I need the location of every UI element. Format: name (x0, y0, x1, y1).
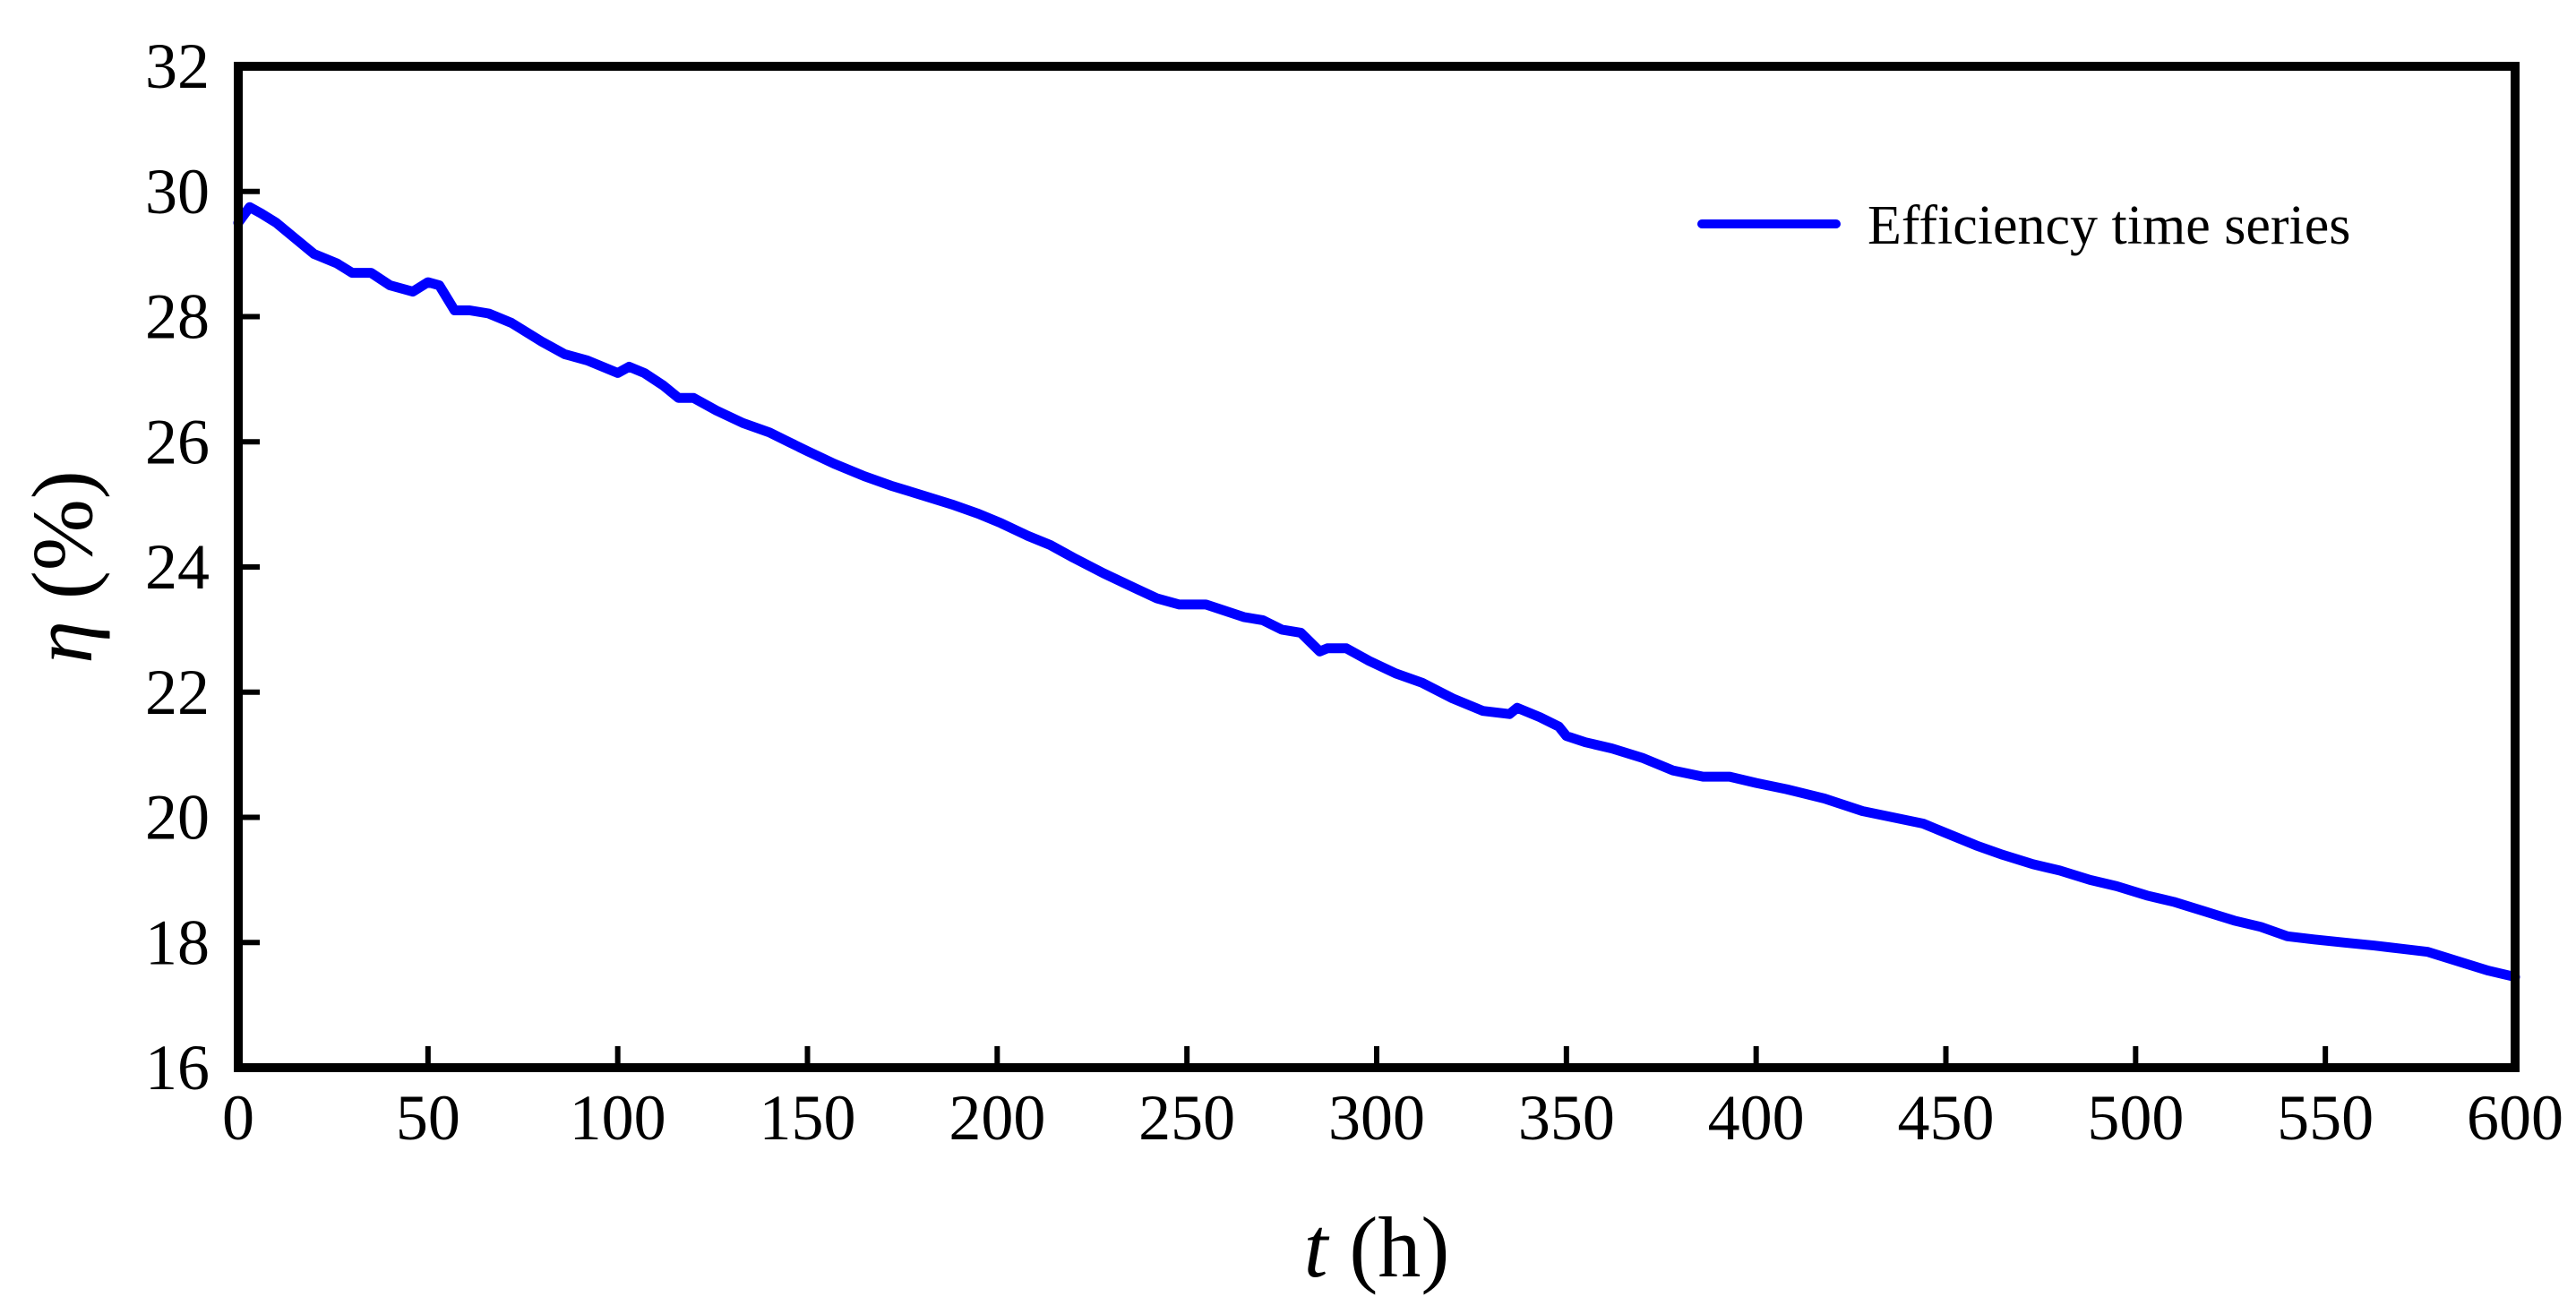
y-tick-label: 22 (145, 657, 210, 728)
y-tick-label: 26 (145, 406, 210, 477)
x-axis-unit: (h) (1327, 1199, 1449, 1295)
x-axis-tick-labels: 0 50 100 150 200 250 300 350 400 450 500 550 600 (222, 1082, 2563, 1154)
x-tick-label: 200 (949, 1082, 1045, 1154)
legend: Efficiency time series (1697, 195, 2350, 256)
x-tick-label: 400 (1708, 1082, 1805, 1154)
y-tick-label: 20 (145, 782, 210, 854)
x-tick-label: 0 (222, 1082, 254, 1154)
y-tick-label: 32 (145, 30, 210, 102)
y-axis-tick-labels: 16 18 20 22 24 26 28 30 32 (145, 30, 210, 1104)
y-tick-label: 16 (145, 1032, 210, 1104)
y-axis-unit: (%) (14, 470, 110, 621)
y-tick-label: 28 (145, 281, 210, 353)
x-tick-label: 50 (396, 1082, 460, 1154)
x-axis-title: t (h) (1304, 1199, 1450, 1295)
x-tick-label: 150 (760, 1082, 856, 1154)
series-layer (233, 202, 2520, 983)
y-tick-label: 18 (145, 906, 210, 978)
x-tick-label: 600 (2467, 1082, 2563, 1154)
x-tick-label: 550 (2277, 1082, 2374, 1154)
x-tick-label: 250 (1138, 1082, 1235, 1154)
x-tick-label: 450 (1898, 1082, 1995, 1154)
y-axis-title: η (%) (14, 470, 110, 664)
plot-frame (234, 62, 2520, 1072)
x-tick-label: 100 (570, 1082, 666, 1154)
x-tick-label: 350 (1518, 1082, 1615, 1154)
series-line-efficiency (233, 202, 2520, 983)
legend-label-efficiency: Efficiency time series (1868, 195, 2350, 256)
x-tick-label: 500 (2087, 1082, 2184, 1154)
x-axis-symbol: t (1304, 1199, 1330, 1295)
y-tick-label: 30 (145, 156, 210, 228)
x-tick-label: 300 (1328, 1082, 1425, 1154)
y-axis-symbol: η (14, 621, 110, 664)
y-tick-label: 24 (145, 531, 210, 603)
